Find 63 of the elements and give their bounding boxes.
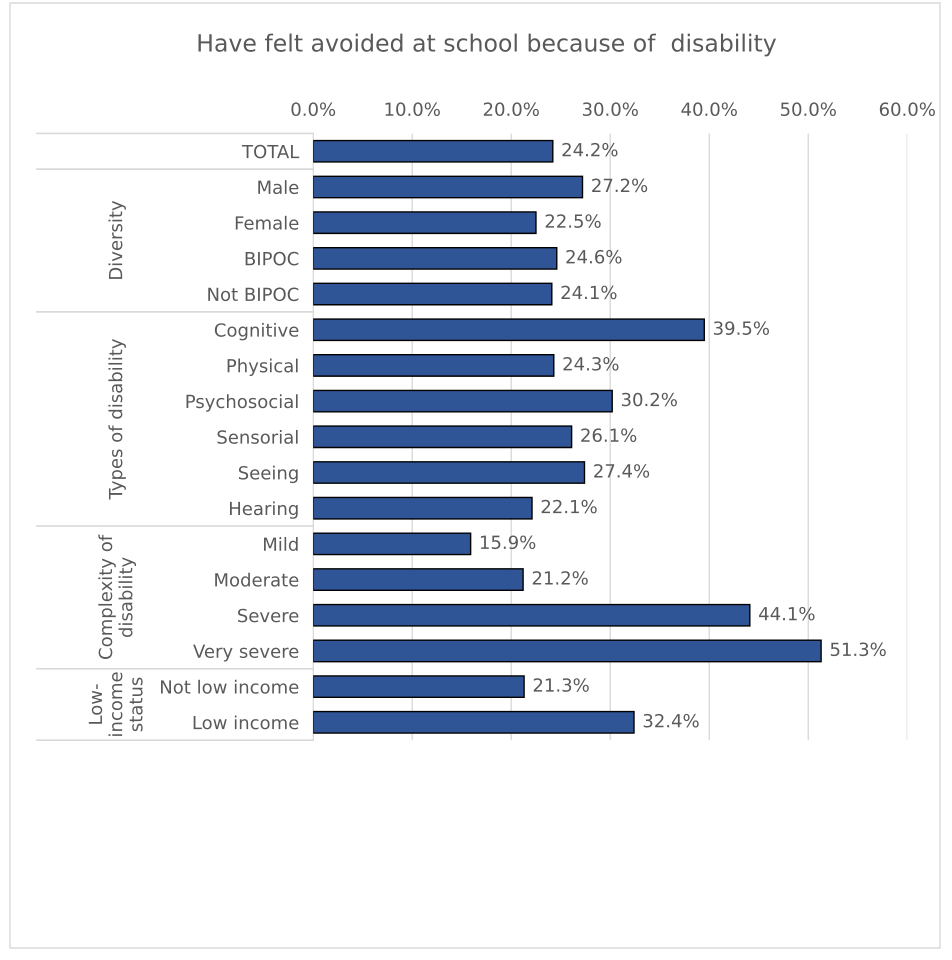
bar xyxy=(313,710,635,734)
bar xyxy=(313,532,472,556)
y-tick-label: Female xyxy=(236,216,298,230)
text: Diversity xyxy=(108,200,126,279)
data-label: 27.2% xyxy=(592,178,648,192)
bar xyxy=(313,496,533,520)
data-label: 27.4% xyxy=(594,464,650,478)
bar xyxy=(313,318,705,342)
text: Low- income status xyxy=(88,672,143,736)
y-tick-label: Not BIPOC xyxy=(208,288,298,302)
y-tick-label: Hearing xyxy=(230,501,298,519)
bar xyxy=(313,390,613,413)
y-tick-label: Sensorial xyxy=(218,430,298,444)
text: Types of disability xyxy=(108,339,126,500)
bar xyxy=(313,211,537,234)
bar xyxy=(313,140,554,163)
bar xyxy=(313,246,558,270)
y-tick-label: Moderate xyxy=(215,572,298,587)
y-tick-label: Not low income xyxy=(161,680,298,694)
y-tick-label: Severe xyxy=(238,608,298,622)
bar xyxy=(313,176,584,198)
data-label: 24.6% xyxy=(566,250,622,264)
bar xyxy=(313,282,553,306)
y-tick-label: Mild xyxy=(264,537,298,551)
y-tick-label: Cognitive xyxy=(214,322,298,340)
data-label: 22.1% xyxy=(542,500,597,514)
x-tick-label: 0.0% xyxy=(291,102,336,116)
data-label: 24.3% xyxy=(563,357,618,371)
x-tick-label: 50.0% xyxy=(780,102,836,116)
chart-title: Have felt avoided at school because of disability xyxy=(198,34,776,56)
x-tick-label: 30.0% xyxy=(582,102,638,116)
text: Complexity of disability xyxy=(98,534,136,659)
x-tick-label: 10.0% xyxy=(386,102,440,116)
bar xyxy=(313,568,524,591)
data-label: 39.5% xyxy=(714,321,769,335)
data-label: 15.9% xyxy=(480,535,536,550)
x-tick-label: 20.0% xyxy=(484,102,539,116)
bar xyxy=(313,461,586,484)
x-tick-label: 60.0% xyxy=(880,102,935,116)
data-label: 21.2% xyxy=(532,571,588,585)
data-label: 51.3% xyxy=(830,642,886,656)
bar xyxy=(313,425,572,448)
y-tick-label: TOTAL xyxy=(242,144,300,158)
y-tick-label: Very severe xyxy=(193,644,298,662)
bar xyxy=(313,675,525,698)
data-label: 22.5% xyxy=(546,214,601,228)
data-label: 32.4% xyxy=(644,714,699,728)
y-tick-label: Seeing xyxy=(238,466,298,484)
y-tick-label: Low income xyxy=(194,715,298,730)
y-tick-label: Psychosocial xyxy=(186,394,298,412)
data-label: 26.1% xyxy=(581,428,636,442)
bar xyxy=(313,640,822,662)
x-tick-label: 40.0% xyxy=(681,102,737,116)
data-label: 24.1% xyxy=(561,286,617,300)
y-tick-label: Male xyxy=(258,180,298,194)
data-label: 24.2% xyxy=(562,142,618,157)
data-label: 30.2% xyxy=(622,392,677,406)
y-tick-label: BIPOC xyxy=(246,252,298,266)
data-label: 44.1% xyxy=(759,606,815,620)
y-tick-label: Physical xyxy=(228,358,298,376)
bar xyxy=(313,604,751,627)
data-label: 21.3% xyxy=(534,678,589,692)
bar xyxy=(313,354,554,377)
